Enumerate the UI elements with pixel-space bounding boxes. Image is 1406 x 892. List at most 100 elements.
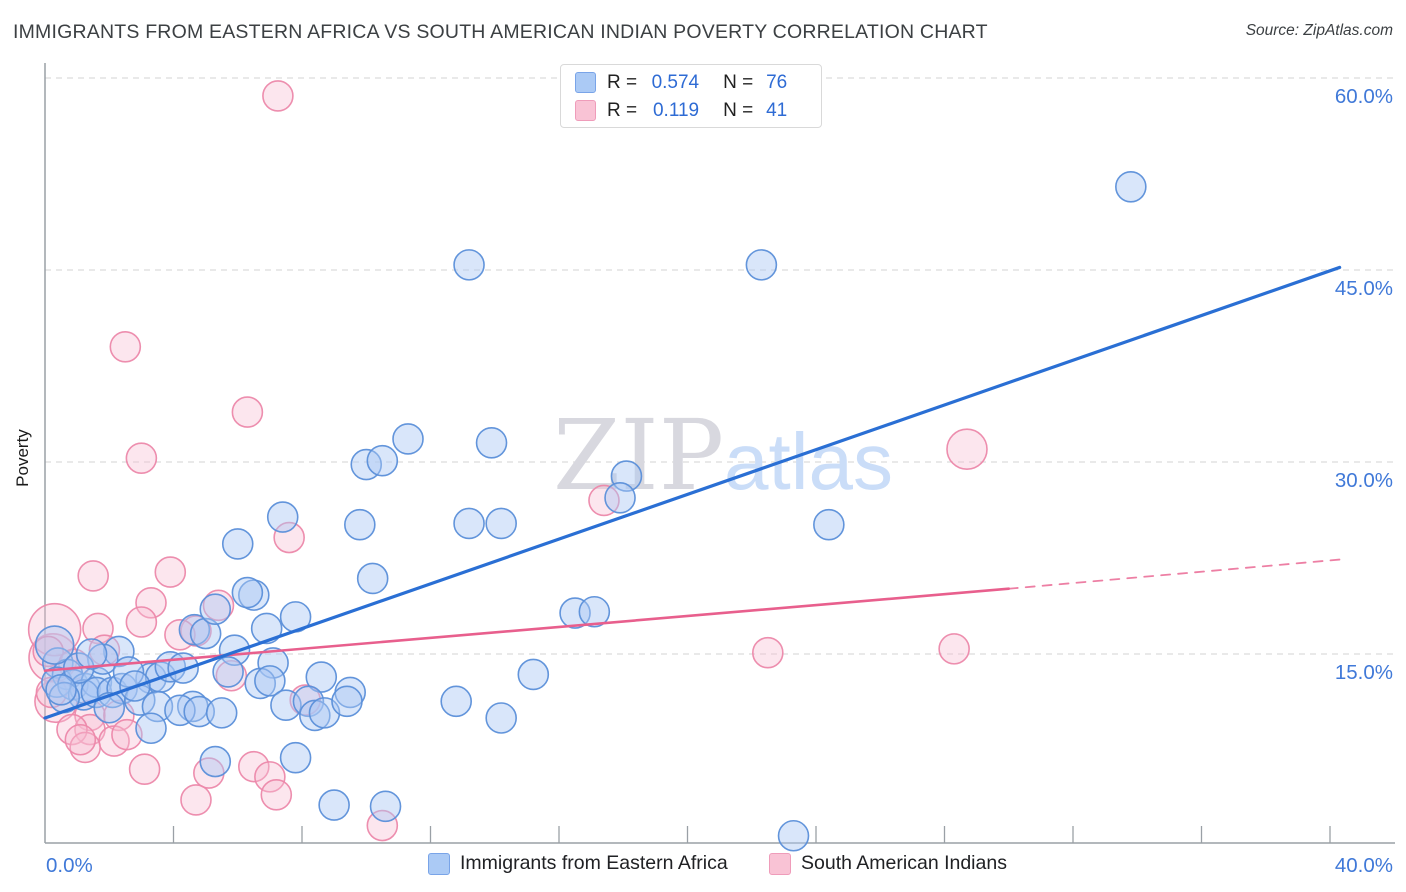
scatter-point-south-american	[254, 761, 286, 793]
x-tick-label-right: 40.0%	[1335, 854, 1393, 877]
x-tick-label-left: 0.0%	[46, 854, 93, 877]
scatter-point-eastern-africa	[189, 617, 222, 650]
scatter-point-eastern-africa	[366, 444, 399, 477]
scatter-point-eastern-africa	[305, 661, 338, 693]
trend-line-south-american	[1007, 558, 1344, 590]
y-tick-label: 60.0%	[1335, 85, 1393, 108]
watermark: ZIPatlas	[553, 399, 893, 512]
scatter-point-eastern-africa	[103, 635, 135, 668]
scatter-point-south-american	[273, 521, 305, 554]
scatter-point-south-american	[128, 753, 161, 786]
scatter-point-south-american	[111, 718, 143, 751]
scatter-point-south-american	[588, 484, 620, 517]
scatter-point-south-american	[262, 80, 294, 112]
bottom-legend-label-blue: Immigrants from Eastern Africa	[460, 852, 728, 874]
scatter-point-eastern-africa	[331, 685, 363, 718]
scatter-point-eastern-africa	[440, 685, 473, 718]
n-label: N =	[723, 99, 754, 121]
scatter-point-eastern-africa	[453, 249, 485, 281]
y-tick-label: 30.0%	[1335, 469, 1393, 492]
scatter-point-eastern-africa	[178, 613, 211, 646]
scatter-point-south-american	[231, 396, 264, 428]
scatter-point-south-american	[238, 750, 270, 783]
scatter-point-eastern-africa	[221, 528, 254, 560]
bottom-legend-eastern-africa: Immigrants from Eastern Africa	[428, 852, 728, 875]
scatter-point-south-american	[125, 442, 158, 474]
scatter-point-south-american	[154, 556, 187, 588]
scatter-point-south-american	[77, 560, 109, 592]
pink-series-swatch	[769, 852, 791, 875]
scatter-point-eastern-africa	[254, 665, 286, 697]
scatter-point-eastern-africa	[93, 691, 126, 724]
scatter-point-eastern-africa	[45, 674, 77, 706]
pink-series-swatch	[575, 99, 596, 121]
scatter-point-eastern-africa	[369, 790, 402, 823]
scatter-point-eastern-africa	[212, 656, 244, 688]
scatter-point-eastern-africa	[392, 423, 424, 455]
scatter-point-eastern-africa	[279, 741, 312, 774]
scatter-point-south-american	[366, 809, 399, 842]
n-value-pink: 41	[766, 99, 788, 121]
scatter-point-eastern-africa	[199, 745, 232, 778]
scatter-point-eastern-africa	[356, 562, 389, 595]
scatter-point-eastern-africa	[453, 507, 485, 540]
scatter-point-eastern-africa	[344, 508, 376, 541]
scatter-point-south-american	[56, 713, 88, 746]
blue-series-swatch	[428, 852, 450, 875]
scatter-point-south-american	[260, 778, 293, 811]
bottom-legend-label-pink: South American Indians	[801, 852, 1007, 874]
scatter-point-eastern-africa	[485, 702, 517, 734]
r-value-pink: 0.119	[652, 99, 700, 121]
y-tick-label: 15.0%	[1335, 661, 1393, 684]
scatter-point-south-american	[135, 586, 167, 619]
correlation-legend-box: R = 0.574 N = 76 R = 0.119 N = 41	[560, 64, 822, 128]
scatter-point-south-american	[27, 602, 82, 657]
blue-series-swatch	[575, 71, 596, 93]
scatter-point-eastern-africa	[745, 249, 778, 281]
r-label: R =	[607, 71, 638, 93]
scatter-point-south-american	[109, 330, 142, 363]
n-value-blue: 76	[766, 71, 788, 93]
scatter-point-eastern-africa	[578, 595, 611, 628]
y-axis-title: Poverty	[13, 429, 32, 487]
chart-title: IMMIGRANTS FROM EASTERN AFRICA VS SOUTH …	[13, 21, 988, 43]
r-label: R =	[607, 99, 638, 121]
source-attribution: Source: ZipAtlas.com	[1245, 22, 1393, 39]
trend-line-south-american	[43, 587, 1011, 672]
scatter-point-south-american	[289, 684, 322, 716]
scatter-point-eastern-africa	[75, 638, 108, 670]
scatter-point-eastern-africa	[34, 625, 75, 665]
scatter-point-eastern-africa	[475, 426, 508, 459]
scatter-point-eastern-africa	[205, 697, 238, 729]
scatter-point-south-american	[752, 636, 784, 669]
scatter-point-south-american	[946, 428, 988, 471]
scatter-point-south-american	[125, 606, 158, 638]
scatter-point-eastern-africa	[250, 612, 283, 645]
r-value-blue: 0.574	[651, 71, 700, 93]
scatter-point-eastern-africa	[199, 593, 232, 626]
y-tick-label: 45.0%	[1335, 277, 1393, 300]
legend-row-pink: R = 0.119 N = 41	[575, 98, 807, 123]
legend-row-blue: R = 0.574 N = 76	[575, 70, 807, 95]
scatter-point-eastern-africa	[777, 819, 810, 852]
bottom-legend-south-american: South American Indians	[769, 852, 1007, 875]
scatter-point-eastern-africa	[266, 501, 299, 533]
scatter-point-eastern-africa	[350, 448, 383, 481]
scatter-point-eastern-africa	[485, 507, 517, 540]
scatter-point-eastern-africa	[183, 695, 215, 728]
scatter-point-eastern-africa	[1115, 171, 1147, 203]
scatter-point-eastern-africa	[135, 712, 167, 745]
scatter-point-eastern-africa	[517, 658, 550, 691]
scatter-point-eastern-africa	[231, 576, 264, 609]
scatter-point-south-american	[64, 723, 97, 756]
scatter-point-south-american	[180, 784, 212, 816]
n-label: N =	[723, 71, 754, 93]
scatter-point-south-american	[938, 633, 970, 665]
scatter-point-eastern-africa	[604, 482, 636, 514]
scatter-point-eastern-africa	[106, 672, 138, 705]
scatter-point-eastern-africa	[318, 789, 350, 821]
trend-line-eastern-africa	[43, 265, 1342, 720]
scatter-point-eastern-africa	[813, 508, 845, 541]
